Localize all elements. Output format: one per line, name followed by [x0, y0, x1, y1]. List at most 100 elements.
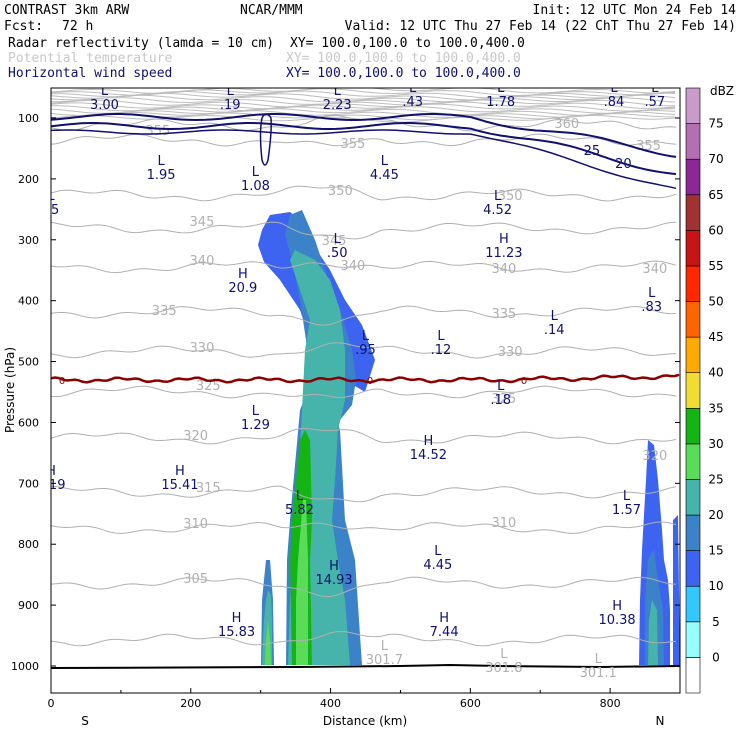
- x-end-label-south: S: [81, 714, 89, 728]
- theta-label: 340: [642, 262, 667, 277]
- theta-contour-345: [51, 221, 677, 240]
- theta-label: 315: [196, 481, 221, 496]
- colorbar-bin: [685, 301, 701, 338]
- extremum-value: 3.00: [90, 98, 119, 113]
- colorbar-bin: [685, 158, 701, 196]
- y-tick-label: 1000: [11, 660, 39, 673]
- topo-line: [51, 92, 676, 101]
- plot-frame: [50, 87, 681, 694]
- field-name-theta: Potential temperature: [8, 51, 173, 66]
- extremum-value: 7.44: [430, 625, 459, 640]
- topo-line: [51, 94, 676, 103]
- extremum-marker-l: L: [362, 329, 370, 344]
- extremum-value: .84: [604, 95, 625, 110]
- extremum-marker-l: L: [252, 404, 260, 419]
- ground-line: [51, 663, 680, 669]
- extremum-marker-h: H: [175, 464, 185, 479]
- theta-contour-300: [51, 630, 677, 647]
- field-xy-reflectivity: XY= 100.0,100.0 to 100.0,400.0: [290, 36, 525, 51]
- colorbar-label: 60: [708, 223, 723, 237]
- extremum-marker-l: L: [497, 81, 505, 96]
- freezing-level-contour: [51, 373, 680, 384]
- theta-contour-325: [51, 385, 677, 399]
- extremum-marker-l: L: [610, 81, 618, 96]
- freezing-level-label: 0: [367, 376, 373, 387]
- theta-label: 335: [491, 307, 516, 322]
- topo-line: [51, 106, 675, 114]
- theta-label: 355: [341, 137, 366, 152]
- theta-contour-355: [51, 133, 677, 147]
- extremum-value: 75: [43, 203, 60, 218]
- theta-contour-310: [51, 521, 677, 534]
- colorbar: 0 5 10 15 20 25 30 35 40 45 50 55 60 65 70 75: [685, 87, 724, 694]
- colorbar-label: 5: [712, 615, 720, 629]
- field-xy-theta: XY= 100.0,100.0 to 100.0,400.0: [286, 51, 521, 66]
- extremum-marker-l: L: [648, 286, 656, 301]
- theta-label: 335: [152, 304, 177, 319]
- colorbar-bin: [685, 657, 701, 694]
- extremum-marker-l: L: [497, 379, 505, 394]
- extremum-marker-h: H: [232, 611, 242, 626]
- colorbar-label: 0: [712, 650, 720, 664]
- extremum-value: 4.45: [423, 558, 452, 573]
- colorbar-label: 55: [708, 259, 723, 273]
- header: CONTRAST 3km ARW NCAR/MMM Init: 12 UTC M…: [4, 3, 736, 81]
- colorbar-label: 20: [708, 508, 723, 522]
- field-name-wind: Horizontal wind speed: [8, 66, 172, 81]
- colorbar-bin: [685, 194, 701, 231]
- colorbar-bin: [685, 372, 701, 409]
- extremum-value: 1.95: [147, 168, 176, 183]
- upper-boundary-layer: [51, 88, 676, 123]
- field-xy-wind: XY= 100.0,100.0 to 100.0,400.0: [286, 66, 521, 81]
- extremum-value: .12: [431, 343, 452, 358]
- extremum-value: 14.93: [315, 573, 352, 588]
- extremum-value: 301.1: [580, 666, 617, 681]
- reflectivity-region-25dbz: [296, 500, 308, 665]
- y-tick-label: 700: [18, 477, 39, 490]
- extremum-value: 11.23: [485, 246, 522, 261]
- theta-label: 360: [554, 117, 579, 132]
- extremum-value: .19: [220, 98, 241, 113]
- extremum-marker-l: L: [381, 154, 389, 169]
- topo-line: [51, 97, 676, 105]
- extremum-value: 301.7: [366, 653, 403, 668]
- theta-label: 340: [491, 262, 516, 277]
- extremum-marker-l: L: [595, 652, 603, 667]
- colorbar-label: 45: [708, 330, 723, 344]
- colorbar-bin: [685, 479, 701, 516]
- extremum-marker-l: L: [157, 154, 165, 169]
- extremum-marker-l: L: [47, 189, 55, 204]
- theta-label: 345: [322, 234, 347, 249]
- colorbar-bin: [685, 123, 701, 160]
- colorbar-bin: [685, 621, 701, 658]
- colorbar-label: 30: [708, 437, 723, 451]
- extremum-value: .95: [355, 343, 376, 358]
- extremum-marker-h: H: [439, 611, 449, 626]
- y-tick-label: 200: [18, 173, 39, 186]
- extremum-marker-h: H: [612, 599, 622, 614]
- wind-contour-cell: [259, 113, 272, 166]
- extremum-marker-l: L: [381, 639, 389, 654]
- y-tick-label: 300: [18, 234, 39, 247]
- theta-label: 330: [190, 341, 215, 356]
- colorbar-label: 25: [708, 472, 723, 486]
- reflectivity-fill: [258, 210, 680, 665]
- theta-label: 350: [328, 184, 353, 199]
- x-tick-label: 600: [460, 697, 481, 710]
- extremum-value: 1.57: [612, 503, 641, 518]
- theta-label: 305: [183, 572, 208, 587]
- extremum-marker-h: H: [46, 464, 56, 479]
- extremum-marker-l: L: [500, 647, 508, 662]
- extremum-marker-h: H: [329, 559, 339, 574]
- init-time: Init: 12 UTC Mon 24 Feb 14: [533, 3, 737, 18]
- extremum-marker-h: H: [424, 434, 434, 449]
- theta-label: 345: [190, 215, 215, 230]
- extremum-marker-l: L: [551, 309, 559, 324]
- ground-surface: [51, 663, 680, 669]
- theta-contour-305: [51, 576, 677, 598]
- extremum-marker-l: L: [437, 329, 445, 344]
- theta-label: 325: [196, 379, 221, 394]
- extremum-value: 9.19: [37, 478, 66, 493]
- extremum-marker-l: L: [434, 544, 442, 559]
- theta-contour-350: [51, 185, 677, 202]
